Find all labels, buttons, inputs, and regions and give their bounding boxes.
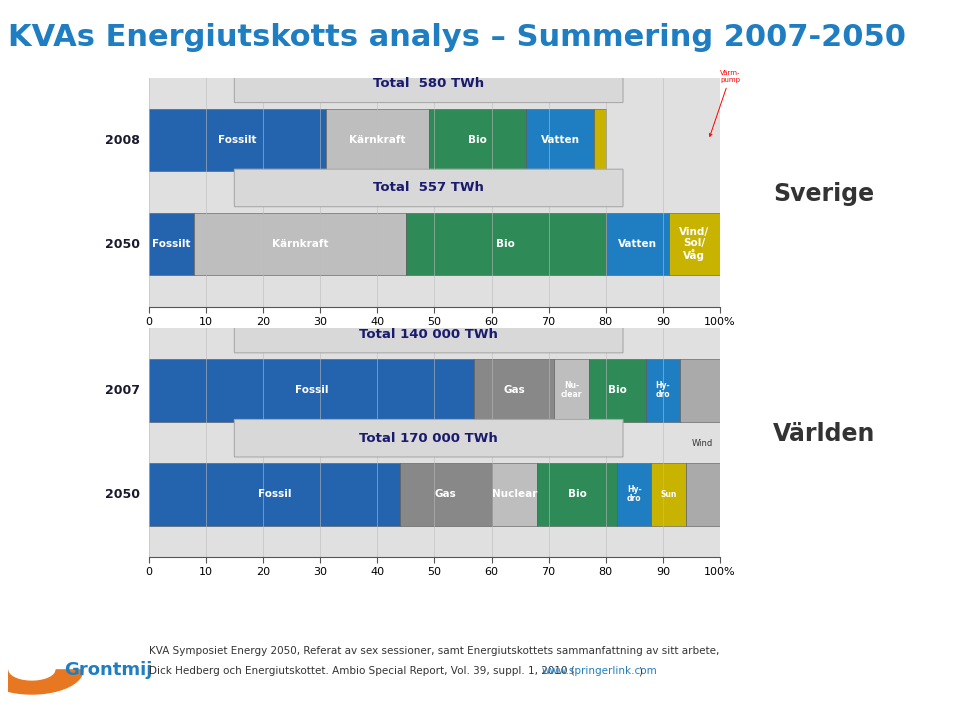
Text: 2050: 2050 (106, 488, 140, 501)
Bar (668, 213, 720, 276)
Text: Världen: Världen (773, 422, 876, 446)
Text: Fossilt: Fossilt (218, 135, 256, 145)
Bar (429, 109, 526, 171)
Bar (400, 463, 492, 526)
Polygon shape (0, 670, 83, 694)
Text: Wind: Wind (691, 439, 712, 448)
Text: ): ) (638, 666, 642, 676)
Bar (538, 463, 617, 526)
Bar (594, 109, 606, 171)
Text: Total 170 000 TWh: Total 170 000 TWh (359, 431, 498, 445)
Text: Gas: Gas (435, 489, 457, 499)
Text: Grontmij: Grontmij (64, 661, 153, 679)
Text: Total  580 TWh: Total 580 TWh (373, 78, 484, 90)
Text: Kärnkraft: Kärnkraft (349, 135, 405, 145)
Text: 2050: 2050 (106, 238, 140, 251)
Bar (325, 109, 429, 171)
Bar (652, 463, 685, 526)
Text: Fossilt: Fossilt (153, 239, 191, 249)
Bar (149, 463, 400, 526)
Bar (406, 213, 606, 276)
Text: Värm-
pump: Värm- pump (709, 70, 740, 136)
Text: Total  557 TWh: Total 557 TWh (373, 181, 484, 195)
Text: Vatten: Vatten (540, 135, 580, 145)
Text: Vind/
Sol/
Våg: Vind/ Sol/ Våg (680, 227, 709, 261)
Bar (492, 463, 538, 526)
Text: Bio: Bio (608, 386, 627, 396)
Text: Kärnkraft: Kärnkraft (272, 239, 328, 249)
Bar (646, 359, 680, 422)
Text: 2008: 2008 (106, 133, 140, 147)
Bar (685, 463, 720, 526)
FancyBboxPatch shape (234, 419, 623, 457)
Text: Total 140 000 TWh: Total 140 000 TWh (359, 328, 498, 341)
Text: Hy-
dro: Hy- dro (656, 381, 670, 399)
Text: KVA Symposiet Energy 2050, Referat av sex sessioner, samt Energiutskottets samma: KVA Symposiet Energy 2050, Referat av se… (149, 646, 719, 656)
FancyBboxPatch shape (234, 315, 623, 352)
Bar (554, 359, 588, 422)
Text: Nuclear: Nuclear (492, 489, 537, 499)
Bar (149, 109, 325, 171)
Text: Bio: Bio (496, 239, 516, 249)
Text: Dick Hedberg och Energiutskottet. Ambio Special Report, Vol. 39, suppl. 1, 2010 : Dick Hedberg och Energiutskottet. Ambio … (149, 666, 574, 676)
Text: 2007: 2007 (106, 384, 140, 397)
Bar (606, 213, 668, 276)
Text: Gas: Gas (503, 386, 525, 396)
Bar (149, 213, 195, 276)
Bar (680, 359, 720, 422)
FancyBboxPatch shape (234, 65, 623, 102)
Text: Bio: Bio (468, 135, 487, 145)
Text: Bio: Bio (567, 489, 587, 499)
Text: Nu-
clear: Nu- clear (561, 381, 582, 399)
Text: KVAs Energiutskotts analys – Summering 2007-2050: KVAs Energiutskotts analys – Summering 2… (8, 23, 905, 51)
Bar (617, 463, 652, 526)
Text: Sverige: Sverige (773, 182, 874, 206)
Text: www.springerlink.com: www.springerlink.com (541, 666, 658, 676)
Bar (149, 359, 474, 422)
Bar (195, 213, 406, 276)
Text: Vatten: Vatten (617, 239, 657, 249)
Bar (588, 359, 646, 422)
Text: Fossil: Fossil (257, 489, 291, 499)
FancyBboxPatch shape (234, 169, 623, 207)
Bar (474, 359, 554, 422)
Bar (526, 109, 594, 171)
Text: Sun: Sun (660, 490, 677, 499)
Text: Hy-
dro: Hy- dro (627, 486, 641, 503)
Text: Fossil: Fossil (295, 386, 328, 396)
